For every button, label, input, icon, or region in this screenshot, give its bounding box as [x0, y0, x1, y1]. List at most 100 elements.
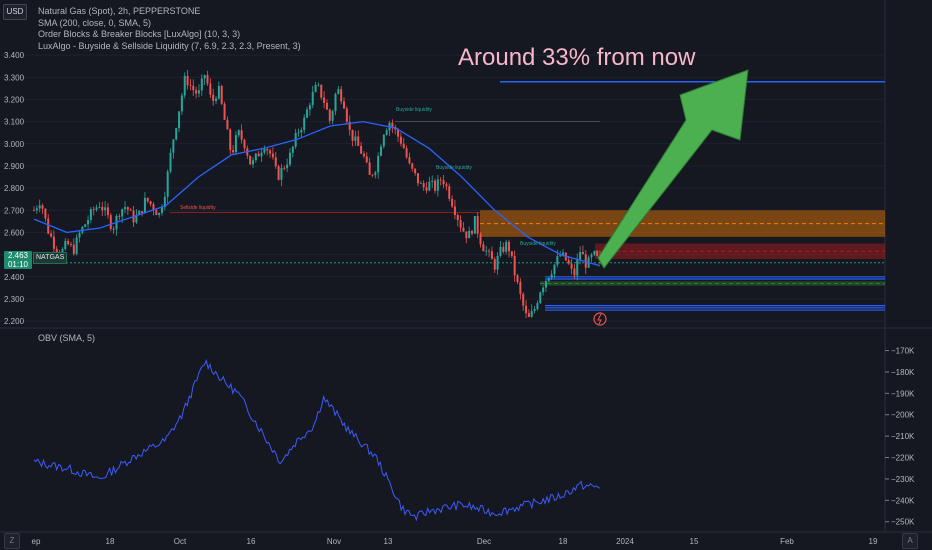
- candle-body: [263, 149, 266, 153]
- time-tick-label: 15: [690, 537, 699, 546]
- alert-icon[interactable]: [593, 312, 607, 326]
- candle-body: [434, 180, 437, 191]
- candle-body: [505, 241, 508, 252]
- candle-body: [166, 171, 169, 197]
- candle-body: [468, 230, 471, 239]
- candle-body: [408, 157, 411, 164]
- time-tick-label: Oct: [174, 537, 187, 546]
- candle-body: [556, 256, 559, 265]
- candle-body: [33, 210, 35, 212]
- price-axis-ticks[interactable]: 3.400 3.300 3.200 3.100 3.000 2.900 2.800 2.700…: [4, 51, 25, 326]
- obv-tick-label: −170K: [891, 347, 915, 356]
- candle-body: [169, 152, 172, 172]
- price-tick-label: 2.600: [4, 228, 25, 237]
- candle-body: [308, 105, 311, 110]
- indicator-liquidity[interactable]: LuxAlgo - Buyside & Sellside Liquidity (…: [38, 40, 301, 51]
- candle-body: [573, 268, 576, 276]
- candle-body: [124, 207, 127, 210]
- candle-body: [422, 183, 425, 188]
- currency-badge[interactable]: USD: [3, 4, 27, 20]
- candle-body: [590, 254, 593, 258]
- candle-body: [72, 244, 75, 254]
- liquidity-label: Sellside liquidity: [180, 205, 216, 211]
- candle-body: [277, 166, 280, 180]
- time-tick-label: 18: [559, 537, 568, 546]
- candle-body: [186, 75, 189, 86]
- price-series: [33, 69, 601, 319]
- candle-body: [92, 209, 95, 210]
- time-tick-label: 13: [384, 537, 393, 546]
- obv-tick-label: −180K: [891, 368, 915, 377]
- price-tick-label: 2.700: [4, 206, 25, 215]
- candle-body: [183, 75, 186, 96]
- time-tick-label: Dec: [477, 537, 491, 546]
- candle-body: [445, 184, 448, 187]
- price-tick-label: 3.300: [4, 73, 25, 82]
- candle-body: [129, 209, 132, 211]
- price-tick-label: 2.400: [4, 273, 25, 282]
- sma-line: [33, 120, 601, 267]
- candle-body: [553, 264, 556, 275]
- candle-body: [348, 121, 351, 130]
- candle-body: [360, 145, 363, 154]
- obv-axis-ticks[interactable]: −170K −180K −190K −200K −210K −220K −230K −240K…: [885, 347, 915, 527]
- candle-body: [69, 244, 72, 246]
- candle-body: [343, 101, 346, 109]
- obv-tick-label: −200K: [891, 411, 915, 420]
- candle-body: [428, 181, 431, 191]
- price-tick-label: 2.800: [4, 184, 25, 193]
- candle-body: [448, 186, 451, 199]
- candle-body: [178, 111, 181, 129]
- candle-body: [439, 179, 442, 181]
- candle-body: [47, 218, 50, 234]
- candle-body: [510, 251, 513, 256]
- candle-body: [155, 210, 158, 216]
- time-axis-ticks[interactable]: ep 18 Oct 16 Nov 13 Dec 18 2024 15 Feb 19: [32, 537, 878, 546]
- candle-body: [160, 207, 163, 213]
- candle-body: [35, 208, 38, 211]
- candle-body: [317, 84, 320, 86]
- candle-body: [212, 94, 215, 101]
- candle-body: [220, 85, 223, 104]
- candle-body: [493, 259, 496, 270]
- candle-body: [172, 139, 175, 153]
- candle-body: [459, 220, 462, 228]
- candle-body: [180, 95, 183, 112]
- obv-legend[interactable]: OBV (SMA, 5): [38, 333, 96, 343]
- candle-body: [195, 90, 198, 94]
- candle-body: [314, 84, 317, 92]
- candle-body: [596, 251, 599, 256]
- indicator-order-blocks[interactable]: Order Blocks & Breaker Blocks [LuxAlgo] …: [38, 29, 241, 39]
- candle-body: [328, 109, 331, 121]
- candle-body: [405, 148, 408, 158]
- candle-body: [300, 129, 303, 133]
- annotation-text[interactable]: Around 33% from now: [458, 44, 696, 71]
- candle-body: [547, 277, 550, 281]
- candle-body: [362, 153, 365, 157]
- candle-body: [98, 206, 101, 208]
- candle-body: [288, 152, 291, 165]
- candle-body: [544, 280, 547, 288]
- candle-body: [303, 117, 306, 130]
- liquidity-label: Buyside liquidity: [520, 241, 556, 247]
- indicator-sma[interactable]: SMA (200, close, 0, SMA, 5): [38, 17, 152, 28]
- symbol-title[interactable]: Natural Gas (Spot), 2h, PEPPERSTONE: [38, 6, 201, 16]
- candle-body: [379, 146, 382, 156]
- liquidity-labels: Buyside liquidity Buyside liquidity Sellsi…: [180, 107, 556, 247]
- candle-body: [55, 248, 58, 253]
- candle-body: [471, 230, 474, 234]
- candle-body: [539, 292, 542, 304]
- candle-body: [118, 215, 121, 217]
- candle-body: [584, 254, 587, 268]
- candle-body: [453, 206, 456, 216]
- auto-scale-button[interactable]: A: [902, 533, 918, 549]
- candle-body: [135, 214, 138, 223]
- candle-body: [567, 260, 570, 264]
- candle-body: [385, 130, 388, 135]
- zoom-left-button[interactable]: Z: [4, 533, 20, 549]
- candle-body: [488, 250, 491, 252]
- candle-body: [351, 129, 354, 141]
- chart-legend: Natural Gas (Spot), 2h, PEPPERSTONE SMA …: [38, 6, 301, 52]
- candle-body: [451, 198, 454, 207]
